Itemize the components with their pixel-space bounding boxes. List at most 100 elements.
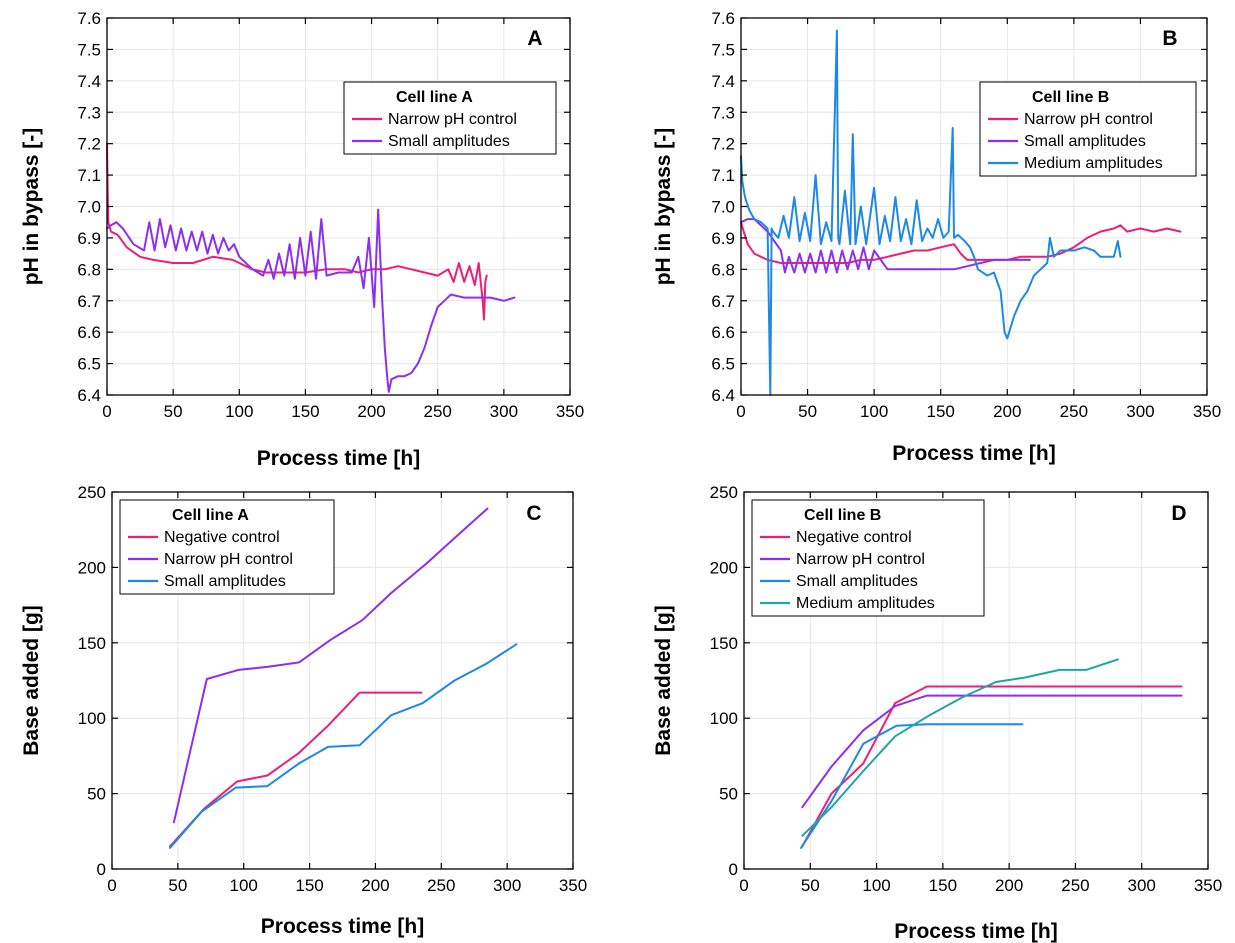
legend-entry: Narrow pH control <box>796 551 925 568</box>
y-tick-label: 250 <box>710 483 738 502</box>
x-tick-label: 350 <box>559 876 587 895</box>
y-tick-label: 50 <box>719 785 738 804</box>
y-tick-label: 100 <box>710 709 738 728</box>
y-tick-label: 6.7 <box>711 292 735 311</box>
y-tick-label: 6.5 <box>711 355 735 374</box>
x-tick-label: 200 <box>361 876 389 895</box>
series-line-negative-control <box>169 691 423 848</box>
x-axis-title: Process time [h] <box>892 442 1055 465</box>
x-tick-label: 200 <box>357 402 385 421</box>
legend-title: Cell line B <box>1032 89 1109 106</box>
panel-label: B <box>1162 27 1177 50</box>
x-tick-label: 250 <box>427 876 455 895</box>
x-tick-label: 150 <box>927 402 955 421</box>
y-tick-label: 7.3 <box>711 103 735 122</box>
x-tick-label: 150 <box>295 876 323 895</box>
series-line-small-amplitudes <box>106 208 516 393</box>
x-tick-label: 100 <box>860 402 888 421</box>
legend-title: Cell line B <box>804 507 881 524</box>
series-line-negative-control <box>801 685 1183 848</box>
y-tick-label: 6.8 <box>77 260 101 279</box>
y-tick-label: 6.4 <box>77 386 101 405</box>
chart-panel-c: 0 50 100 150 200 250 300 350 0 50 100 150 200 250 Proc… <box>20 483 587 938</box>
legend: Cell line A Narrow pH control Small amplit… <box>343 81 557 155</box>
x-tick-label: 0 <box>736 402 745 421</box>
legend-box <box>751 499 985 617</box>
x-tick-label: 300 <box>493 876 521 895</box>
y-tick-label: 6.4 <box>711 386 735 405</box>
y-tick-label: 0 <box>729 860 738 879</box>
series-line-medium-amplitudes <box>740 29 1122 396</box>
x-tick-label: 150 <box>291 402 319 421</box>
y-tick-label: 250 <box>78 483 106 502</box>
y-tick-label: 7.6 <box>77 9 101 28</box>
legend-box <box>119 499 335 595</box>
legend-box <box>979 81 1197 177</box>
y-tick-label: 7.1 <box>711 166 735 185</box>
legend: Cell line A Negative control Narrow pH con… <box>119 499 335 595</box>
x-tick-label: 350 <box>1193 402 1221 421</box>
y-tick-label: 50 <box>87 785 106 804</box>
x-tick-label: 100 <box>862 876 890 895</box>
series-line-narrow-ph-control <box>106 142 488 321</box>
y-tick-label: 7.2 <box>711 135 735 154</box>
legend-entry: Negative control <box>164 529 280 546</box>
series-line-small-amplitudes <box>800 723 1024 849</box>
x-tick-label: 300 <box>1126 402 1154 421</box>
y-tick-label: 7.3 <box>77 103 101 122</box>
y-tick-label: 6.8 <box>711 260 735 279</box>
grid-lines <box>741 18 1207 395</box>
x-axis-title: Process time [h] <box>261 915 424 938</box>
chart-panel-b: 0 50 100 150 200 250 300 350 6.4 6.5 6.6 6.7 6.8 6.9 7… <box>652 9 1221 465</box>
chart-panel-d: 0 50 100 150 200 250 300 350 0 50 100 150 200 250 Proc… <box>652 483 1222 943</box>
legend-entry: Narrow pH control <box>388 111 517 128</box>
panel-label: C <box>526 502 541 525</box>
y-axis-title: Base added [g] <box>652 605 675 756</box>
y-tick-label: 6.9 <box>711 229 735 248</box>
x-tick-label: 250 <box>424 402 452 421</box>
y-tick-label: 0 <box>97 860 106 879</box>
y-tick-label: 200 <box>78 558 106 577</box>
y-axis-title: pH in bypass [-] <box>20 128 43 286</box>
legend-title: Cell line A <box>396 89 473 106</box>
legend-entry: Medium amplitudes <box>1024 155 1163 172</box>
y-tick-label: 6.7 <box>77 292 101 311</box>
x-tick-label: 300 <box>1128 876 1156 895</box>
legend-entry: Narrow pH control <box>164 551 293 568</box>
chart-panel-a: 0 50 100 150 200 250 300 350 6.4 6.5 6.6 6.7 6.8 6.9 7… <box>20 9 584 470</box>
grid-lines <box>107 18 570 395</box>
x-tick-label: 300 <box>490 402 518 421</box>
series-line-narrow-ph-control <box>172 507 489 824</box>
series-line-small-amplitudes <box>169 643 518 849</box>
y-tick-label: 7.4 <box>77 72 101 91</box>
x-tick-label: 350 <box>1194 876 1222 895</box>
y-tick-label: 7.1 <box>77 166 101 185</box>
y-tick-label: 100 <box>78 709 106 728</box>
y-tick-label: 7.6 <box>711 9 735 28</box>
y-tick-label: 7.0 <box>77 198 101 217</box>
x-tick-label: 200 <box>995 876 1023 895</box>
series-line-narrow-ph-control <box>801 694 1183 809</box>
legend-title: Cell line A <box>172 507 249 524</box>
x-axis-title: Process time [h] <box>257 447 420 470</box>
series-line-small-amplitudes <box>740 218 1031 274</box>
y-tick-label: 200 <box>710 558 738 577</box>
legend-entry: Small amplitudes <box>164 573 286 590</box>
panel-label: D <box>1171 502 1186 525</box>
x-axis-title: Process time [h] <box>894 920 1057 943</box>
x-tick-label: 50 <box>168 876 187 895</box>
legend-entry: Small amplitudes <box>1024 133 1146 150</box>
legend: Cell line B Narrow pH control Small amplit… <box>979 81 1197 177</box>
x-tick-label: 350 <box>556 402 584 421</box>
legend-entry: Negative control <box>796 529 912 546</box>
y-tick-label: 150 <box>78 634 106 653</box>
legend-entry: Medium amplitudes <box>796 595 935 612</box>
y-axis-title: pH in bypass [-] <box>652 128 675 286</box>
y-tick-label: 150 <box>710 634 738 653</box>
y-tick-label: 7.4 <box>711 72 735 91</box>
x-tick-label: 100 <box>225 402 253 421</box>
plot-frame <box>111 491 574 870</box>
y-axis-title: Base added [g] <box>20 605 43 756</box>
y-tick-label: 7.5 <box>711 40 735 59</box>
